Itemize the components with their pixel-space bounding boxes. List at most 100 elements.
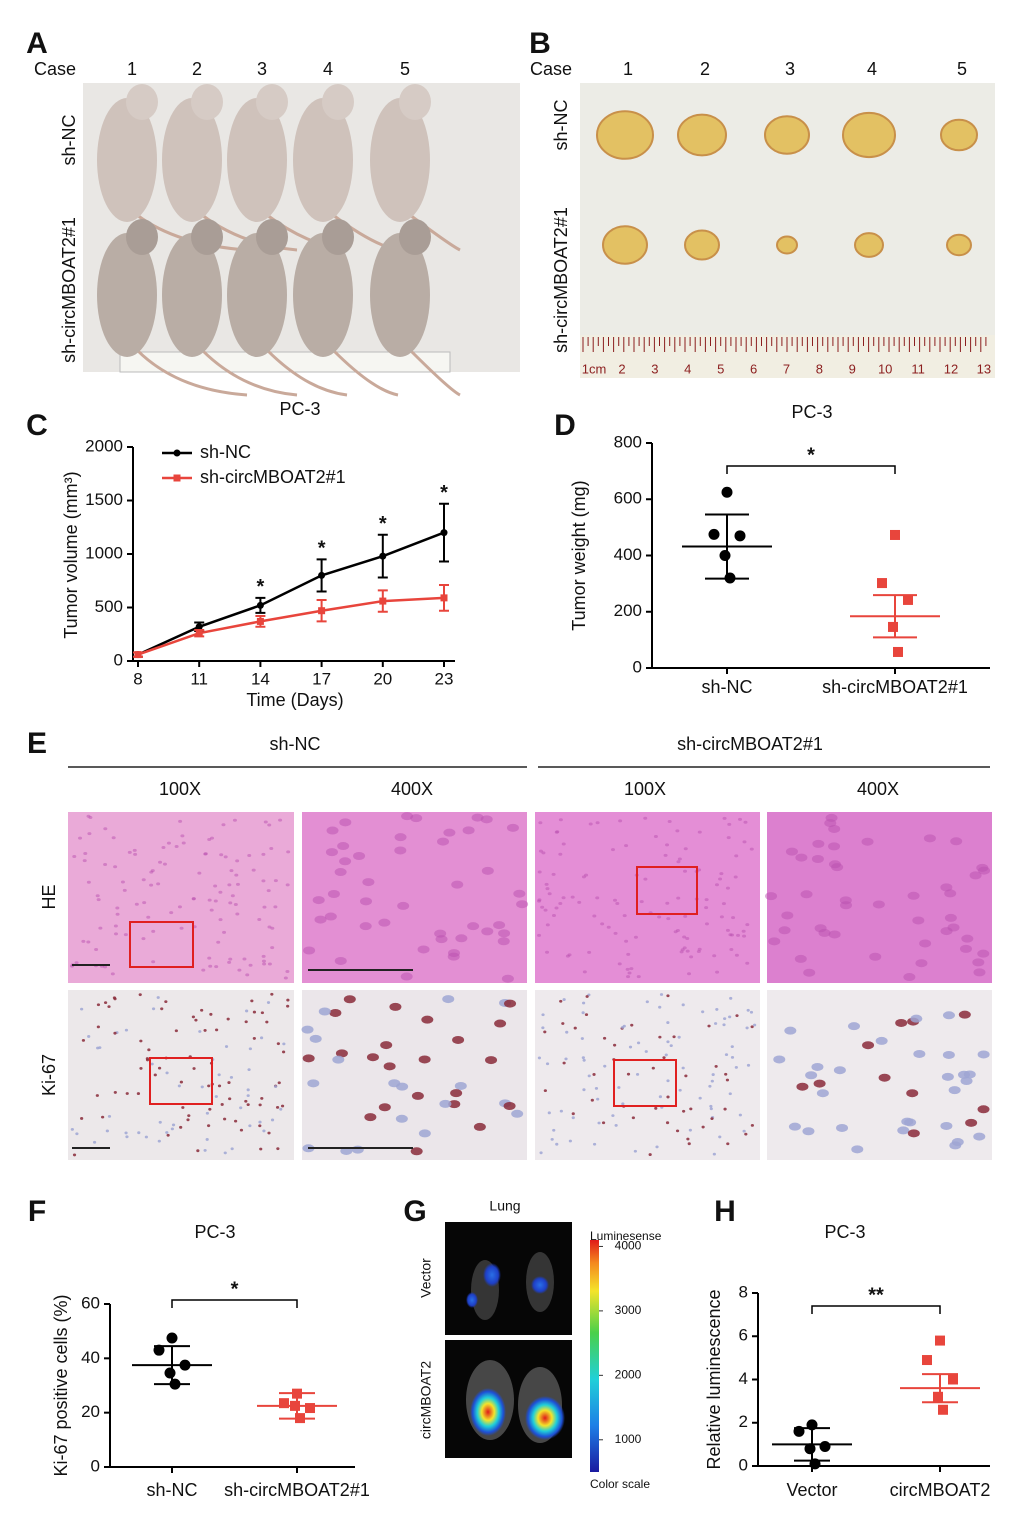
- mouse-body: [97, 98, 157, 222]
- nucleus: [160, 1007, 164, 1011]
- mouse-head: [322, 219, 354, 255]
- nucleus: [965, 1118, 978, 1127]
- marker: [440, 594, 448, 602]
- data-point: [938, 1404, 948, 1415]
- cell: [498, 929, 511, 938]
- mouse-body: [227, 233, 287, 357]
- cell: [462, 826, 475, 835]
- cell: [177, 905, 182, 909]
- legend-marker: [173, 474, 181, 482]
- nucleus: [701, 1010, 705, 1014]
- nucleus: [960, 1077, 973, 1086]
- cell: [624, 844, 629, 848]
- cell: [726, 836, 731, 840]
- x-tick-label: sh-circMBOAT2#1: [224, 1480, 370, 1500]
- nucleus: [633, 1149, 637, 1153]
- marker: [379, 597, 387, 605]
- nucleus: [282, 1042, 286, 1046]
- nucleus: [802, 1127, 815, 1136]
- cell: [179, 926, 184, 930]
- cell: [447, 952, 460, 961]
- row-label: sh-NC: [59, 114, 79, 165]
- cell: [285, 970, 290, 974]
- nucleus: [81, 1039, 86, 1042]
- nucleus: [246, 1088, 250, 1092]
- tumor: [602, 225, 648, 265]
- cell: [207, 838, 212, 842]
- data-point: [933, 1391, 943, 1402]
- mouse-tail: [408, 348, 461, 397]
- nucleus: [735, 1014, 739, 1018]
- nucleus: [621, 1102, 625, 1106]
- magnification: 400X: [857, 779, 899, 799]
- cell: [242, 957, 247, 961]
- cell: [722, 816, 727, 820]
- nucleus: [504, 999, 517, 1008]
- nucleus: [658, 1005, 662, 1009]
- cell: [417, 945, 430, 954]
- data-point: [806, 1419, 818, 1431]
- cell: [181, 841, 186, 845]
- nucleus: [194, 1018, 198, 1022]
- nucleus: [274, 1085, 278, 1088]
- nucleus: [139, 1039, 143, 1043]
- nucleus: [454, 1081, 467, 1090]
- cell: [617, 962, 622, 966]
- mouse-body: [162, 233, 222, 357]
- cell: [861, 837, 874, 846]
- cell: [803, 968, 816, 977]
- cell: [362, 878, 375, 887]
- cell: [110, 972, 115, 976]
- nucleus: [107, 1005, 111, 1009]
- tumor: [946, 233, 972, 257]
- cell: [113, 932, 118, 936]
- nucleus: [561, 1022, 565, 1025]
- stain-label: Ki-67: [39, 1054, 59, 1096]
- row-label: sh-NC: [551, 99, 571, 150]
- y-tick-label: 40: [81, 1348, 100, 1367]
- nucleus: [728, 1092, 732, 1096]
- nucleus: [582, 1088, 586, 1092]
- nucleus: [335, 1049, 348, 1058]
- nucleus: [895, 1018, 908, 1027]
- nucleus: [383, 1062, 396, 1071]
- nucleus: [200, 1085, 204, 1089]
- mouse-head: [399, 84, 431, 120]
- chart-title: PC-3: [791, 402, 832, 422]
- nucleus: [244, 1099, 248, 1103]
- x-tick-label: 17: [312, 669, 331, 688]
- cell: [745, 961, 750, 965]
- nucleus: [380, 1041, 393, 1050]
- nucleus: [587, 1074, 591, 1078]
- mouse-head: [399, 219, 431, 255]
- nucleus: [562, 998, 566, 1001]
- cell: [610, 848, 615, 852]
- cell: [207, 956, 212, 960]
- cell: [538, 821, 543, 825]
- nucleus: [473, 1122, 486, 1131]
- nucleus: [101, 1115, 105, 1119]
- row-label: circMBOAT2: [418, 1361, 434, 1440]
- nucleus: [113, 1091, 117, 1094]
- cell: [545, 923, 550, 927]
- nucleus: [260, 1011, 264, 1015]
- nucleus: [250, 999, 254, 1003]
- nucleus: [246, 1094, 250, 1098]
- cell: [222, 930, 227, 934]
- cell: [269, 847, 274, 851]
- nucleus: [611, 1114, 615, 1118]
- cell: [738, 817, 743, 821]
- cell: [234, 873, 239, 877]
- cell: [123, 933, 128, 937]
- chart-title: PC-3: [194, 1222, 235, 1242]
- cell: [394, 833, 407, 842]
- case-number: 4: [323, 59, 333, 79]
- nucleus: [813, 1079, 826, 1088]
- y-tick-label: 8: [739, 1282, 748, 1301]
- nucleus: [259, 1147, 263, 1151]
- cell: [401, 812, 414, 821]
- nucleus: [92, 1140, 97, 1144]
- signal-blob: [466, 1292, 478, 1308]
- cell: [719, 915, 724, 919]
- zoom-box: [129, 921, 194, 968]
